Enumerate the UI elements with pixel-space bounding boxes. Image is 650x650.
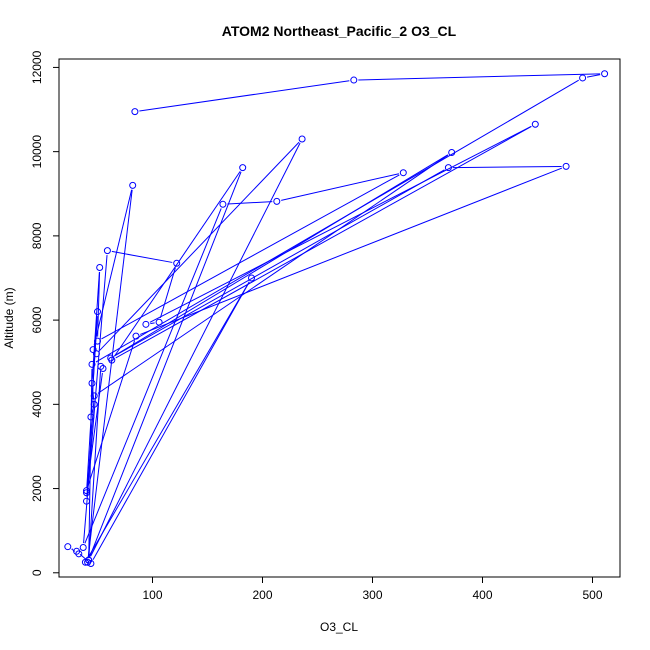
series-segment	[139, 80, 350, 112]
data-point	[107, 354, 115, 362]
series-segment	[114, 169, 445, 357]
series-segment	[101, 174, 400, 340]
data-point	[89, 346, 97, 354]
series-segment	[159, 267, 176, 319]
data-point	[273, 197, 281, 205]
y-tick-label: 4000	[30, 391, 44, 418]
series-segment	[113, 171, 241, 357]
series-segment	[115, 126, 532, 359]
series-segment	[97, 271, 101, 337]
series-segment	[93, 189, 133, 346]
data-point	[92, 350, 100, 358]
series-segment	[149, 125, 532, 323]
series-segment	[97, 154, 449, 394]
series-segment	[452, 165, 562, 169]
data-point	[562, 162, 570, 170]
data-point	[132, 332, 140, 340]
series-segment	[84, 208, 222, 544]
data-point	[131, 108, 139, 116]
series-segment	[150, 322, 155, 325]
x-tick-label: 200	[252, 588, 272, 602]
series-segment	[99, 141, 300, 351]
data-point	[155, 318, 163, 326]
y-tick-label: 0	[30, 569, 44, 576]
x-tick-label: 400	[472, 588, 492, 602]
y-axis-label: Altitude (m)	[2, 287, 16, 348]
data-point	[94, 308, 101, 316]
series-segment	[227, 201, 273, 205]
data-point	[94, 337, 101, 345]
data-point	[83, 497, 90, 505]
series-segment	[87, 189, 133, 558]
data-point	[601, 70, 609, 78]
series-segment	[586, 74, 601, 78]
series-segment	[114, 154, 449, 357]
data-point	[90, 400, 98, 408]
series-segment	[87, 281, 250, 559]
data-point	[99, 365, 107, 373]
data-point	[298, 135, 306, 143]
data-point	[79, 544, 87, 552]
data-point	[239, 164, 247, 172]
chart-title: ATOM2 Northeast_Pacific_2 O3_CL	[222, 23, 457, 39]
data-point	[399, 169, 407, 177]
data-point	[448, 148, 456, 156]
x-tick-label: 300	[362, 588, 382, 602]
data-point	[87, 413, 95, 421]
data-point	[64, 543, 72, 551]
data-point	[579, 74, 587, 82]
data-point	[173, 259, 181, 267]
y-tick-label: 2000	[30, 475, 44, 502]
data-point	[129, 181, 137, 189]
y-tick-label: 12000	[30, 50, 44, 84]
series-segment	[90, 142, 301, 557]
series-segment	[281, 173, 400, 201]
series-segment	[86, 372, 103, 487]
data-point	[83, 489, 90, 497]
data-point	[142, 320, 150, 328]
y-tick-label: 8000	[30, 222, 44, 249]
series-segment	[111, 250, 173, 263]
x-axis: 100 200 300 400 500	[142, 576, 603, 602]
series-segment	[88, 370, 102, 556]
data-point	[83, 487, 90, 495]
plot-frame	[58, 58, 621, 578]
y-axis: 0 2000 4000 6000 8000 10000 12000	[30, 50, 60, 576]
data-point	[350, 76, 358, 84]
series-segment	[92, 281, 250, 560]
y-tick-label: 6000	[30, 306, 44, 333]
data-point	[87, 560, 95, 568]
data-point	[88, 379, 96, 387]
data-point	[75, 550, 83, 558]
data-point	[531, 120, 539, 128]
data-series	[64, 70, 609, 568]
data-point	[88, 360, 96, 368]
data-point	[219, 200, 227, 208]
x-axis-label: O3_CL	[320, 620, 358, 634]
series-segment	[358, 73, 601, 81]
x-tick-label: 500	[582, 588, 602, 602]
series-segment	[140, 167, 563, 335]
data-point	[103, 247, 111, 255]
series-segment	[88, 171, 242, 559]
series-segment	[87, 340, 136, 487]
data-point	[444, 164, 452, 172]
data-point	[90, 392, 98, 400]
x-tick-label: 100	[142, 588, 162, 602]
series-segment	[91, 271, 100, 379]
data-point	[248, 274, 255, 282]
data-point	[96, 263, 104, 271]
y-tick-label: 10000	[30, 135, 44, 169]
data-point	[97, 362, 105, 370]
